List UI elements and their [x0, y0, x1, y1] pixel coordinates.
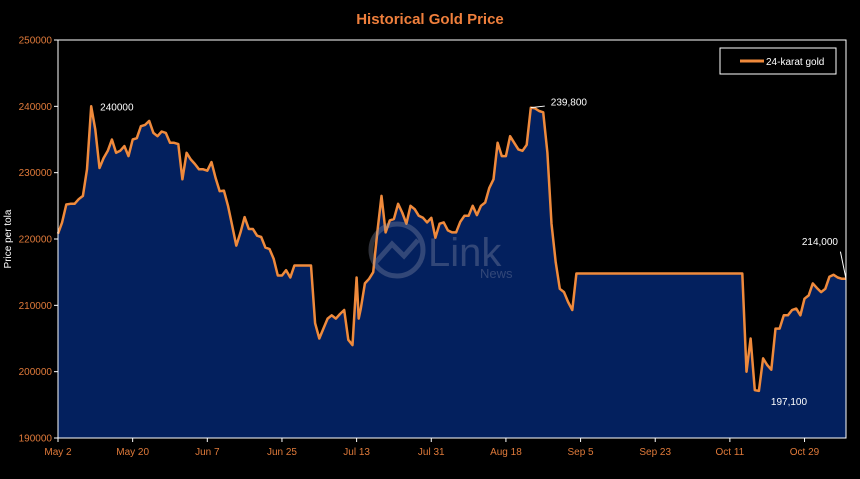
watermark-brand: Link: [428, 231, 502, 275]
x-tick-label: Sep 5: [567, 447, 594, 458]
y-tick-label: 240000: [19, 102, 53, 113]
legend-box: [719, 47, 837, 75]
watermark-trend-icon: [374, 238, 420, 264]
watermark-sub: News: [480, 266, 513, 281]
x-tick-label: Aug 18: [490, 447, 522, 458]
x-tick-label: May 2: [44, 447, 72, 458]
series-area: [58, 106, 846, 439]
data-label: 197,100: [771, 397, 808, 408]
x-tick-label: Oct 11: [716, 447, 745, 458]
watermark-logo: Link News: [368, 221, 513, 281]
x-tick-label: Jun 25: [267, 447, 297, 458]
x-axis-ticks: May 2 May 20 Jun 7 Jun 25 Jul 13 Jul 31 Aug 18…: [44, 438, 820, 458]
y-tick-label: 190000: [19, 434, 53, 445]
x-tick-label: Jul 13: [343, 447, 370, 458]
legend: 24-karat gold: [719, 47, 837, 75]
y-tick-label: 220000: [19, 235, 53, 246]
chart-title: Historical Gold Price: [356, 11, 504, 28]
watermark-ring-icon: [368, 221, 426, 279]
y-tick-label: 230000: [19, 168, 53, 179]
y-tick-label: 210000: [19, 301, 53, 312]
x-tick-label: Oct 29: [790, 447, 820, 458]
annotations: 240000 239,800 197,100 214,000: [100, 98, 847, 408]
series-line: [56, 105, 846, 393]
x-tick-label: May 20: [116, 447, 149, 458]
y-tick-label: 200000: [19, 367, 53, 378]
annotation-leader: [839, 251, 847, 279]
y-axis-ticks: 190000 200000 210000 220000 230000 240000 2500…: [19, 36, 58, 445]
y-tick-label: 250000: [19, 36, 53, 47]
data-label: 239,800: [551, 98, 588, 109]
annotation-leader: [530, 105, 545, 109]
x-tick-label: Sep 23: [639, 447, 671, 458]
legend-entry: 24-karat gold: [766, 57, 824, 68]
data-label: 240000: [100, 102, 134, 113]
x-tick-label: Jul 31: [418, 447, 445, 458]
x-tick-label: Jun 7: [195, 447, 220, 458]
y-axis-label: Price per tola: [3, 209, 14, 268]
data-label: 214,000: [802, 237, 839, 248]
